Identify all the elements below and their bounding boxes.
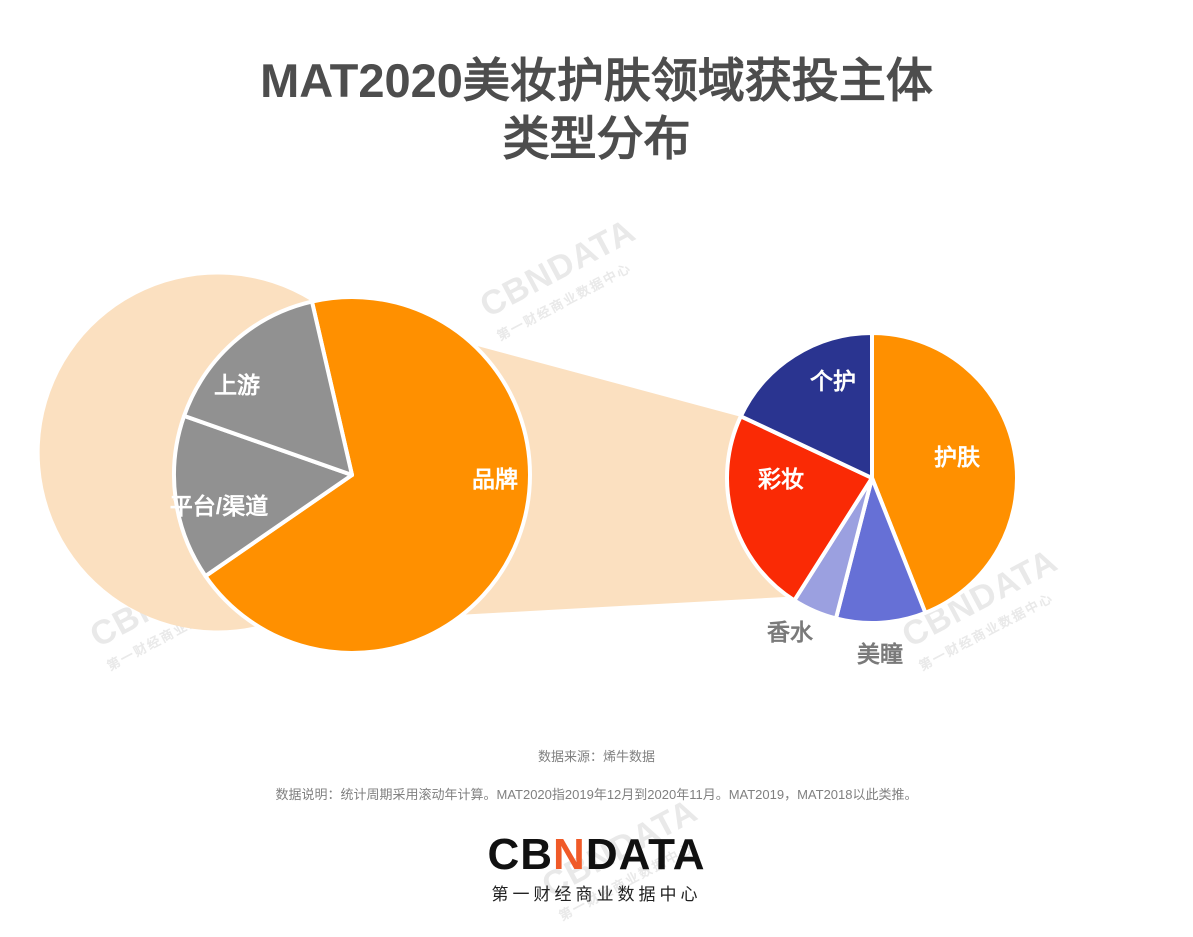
data-note-text: 数据说明：统计周期采用滚动年计算。MAT2020指2019年12月到2020年1… bbox=[275, 787, 918, 802]
logo-text-data: DATA bbox=[585, 830, 706, 879]
logo-wordmark: CBNDATA bbox=[0, 830, 1193, 880]
slice-label-香水: 香水 bbox=[767, 619, 813, 645]
slice-label-平台/渠道: 平台/渠道 bbox=[169, 493, 269, 519]
logo-subtitle: 第一财经商业数据中心 bbox=[491, 885, 702, 904]
pie-slice-品牌[interactable] bbox=[203, 295, 532, 655]
slice-label-上游: 上游 bbox=[214, 372, 260, 398]
slice-label-彩妆: 彩妆 bbox=[758, 466, 804, 492]
pie-slice-平台/渠道[interactable] bbox=[182, 299, 354, 477]
slice-label-护肤: 护肤 bbox=[934, 444, 980, 470]
slice-label-个护: 个护 bbox=[810, 368, 856, 394]
pie-slice-护肤[interactable] bbox=[870, 331, 1019, 615]
logo-letter-n: N bbox=[553, 830, 586, 879]
page-title: MAT2020美妆护肤领域获投主体 类型分布 bbox=[260, 54, 933, 165]
cbndata-logo: CBNDATA 第一财经商业数据中心 bbox=[0, 830, 1193, 906]
pie-slice-上游[interactable] bbox=[172, 413, 354, 579]
pie-investee-subject-type bbox=[172, 295, 532, 655]
slice-label-美瞳: 美瞳 bbox=[857, 641, 903, 667]
slice-label-品牌: 品牌 bbox=[472, 466, 518, 492]
pie-brand-category-breakdown bbox=[725, 331, 1019, 625]
logo-text-cb: CB bbox=[487, 830, 554, 879]
data-source-text: 数据来源：烯牛数据 bbox=[537, 749, 655, 764]
pie-slice-个护[interactable] bbox=[738, 331, 874, 480]
pie-slice-美瞳[interactable] bbox=[833, 476, 928, 625]
